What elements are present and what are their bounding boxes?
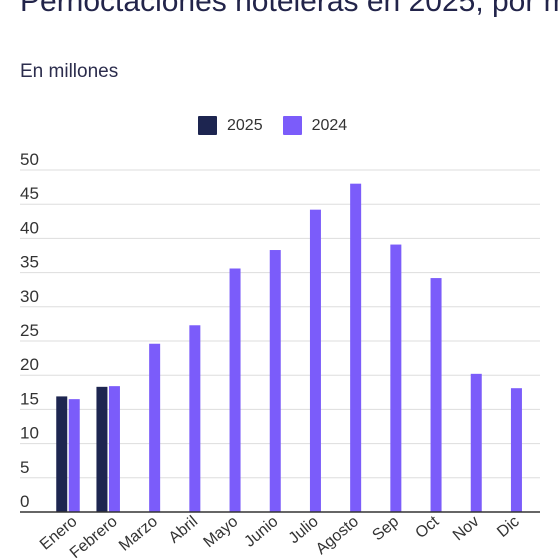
bar-2024-abril <box>189 325 201 512</box>
x-tick-label: Dic <box>494 513 523 541</box>
x-tick-label: Marzo <box>116 513 161 555</box>
y-tick-label: 50 <box>20 150 39 169</box>
y-tick-label: 10 <box>20 424 39 443</box>
legend-item-2024: 2024 <box>282 116 348 135</box>
bar-2024-sep <box>390 244 402 512</box>
bar-2024-dic <box>510 388 522 512</box>
x-tick-label: Nov <box>450 513 483 544</box>
legend-item-2025: 2025 <box>198 116 263 135</box>
y-tick-label: 35 <box>20 253 39 272</box>
legend-label-2025: 2025 <box>227 116 263 134</box>
bar-2024-mayo <box>229 268 241 512</box>
bar-2024-nov <box>470 373 482 512</box>
bar-2024-marzo <box>149 343 161 512</box>
y-tick-label: 15 <box>20 389 39 408</box>
y-tick-label: 5 <box>20 458 29 477</box>
bar-2024-junio <box>269 250 281 512</box>
bar-2025-enero <box>56 396 68 512</box>
x-tick-label: Oct <box>412 513 442 542</box>
y-tick-label: 20 <box>20 355 39 374</box>
y-tick-label: 45 <box>20 184 39 203</box>
x-tick-label: Sep <box>369 513 402 544</box>
chart-subtitle: En millones <box>20 61 119 82</box>
bar-2025-febrero <box>96 386 108 512</box>
y-tick-label: 30 <box>20 287 39 306</box>
y-tick-label: 25 <box>20 321 39 340</box>
legend: 2025 2024 <box>198 116 367 135</box>
chart-title: Pernoctaciones hoteleras en 2025, por me… <box>20 0 560 18</box>
legend-swatch-2024 <box>282 116 302 135</box>
x-tick-label: Abril <box>166 513 201 547</box>
x-tick-label: Mayo <box>200 513 241 551</box>
legend-label-2024: 2024 <box>311 116 348 134</box>
y-tick-label: 40 <box>20 218 39 237</box>
y-tick-label: 0 <box>20 492 29 511</box>
bar-2024-enero <box>68 399 80 512</box>
legend-swatch-2025 <box>198 116 217 135</box>
bar-2024-julio <box>309 209 321 512</box>
bar-2024-oct <box>430 278 442 512</box>
x-tick-label: Junio <box>241 513 281 551</box>
x-tick-label: Agosto <box>313 513 362 558</box>
bar-2024-agosto <box>350 183 362 512</box>
bar-2024-febrero <box>108 386 120 512</box>
